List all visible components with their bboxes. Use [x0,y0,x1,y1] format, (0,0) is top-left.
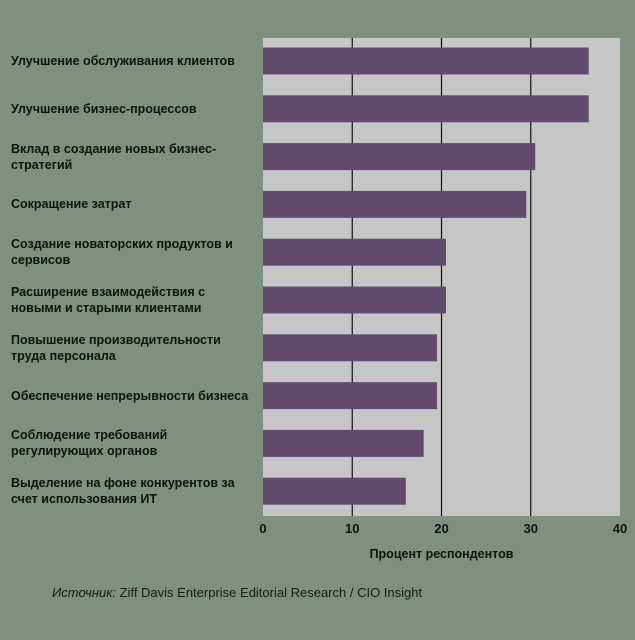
category-label-6: Расширение взаимодействия с новыми и ста… [11,285,206,315]
source-text: Ziff Davis Enterprise Editorial Research… [116,585,423,600]
x-axis-label: Процент респондентов [369,547,514,561]
source-note: Источник: Ziff Davis Enterprise Editoria… [52,585,422,600]
bar-2 [263,95,589,123]
x-tick-label-10: 10 [345,521,360,536]
category-label-2: Улучшение бизнес-процессов [11,101,197,116]
x-tick-label-20: 20 [434,521,449,536]
category-label-3: Вклад в создание новых бизнес-стратегий [11,141,217,172]
category-label-10: Выделение на фоне конкурентов за счет ис… [11,476,235,507]
category-label-4: Сокращение затрат [11,197,132,212]
category-label-9: Соблюдение требований регулирующих орган… [11,428,168,459]
bar-5 [263,238,446,266]
category-label-8: Обеспечение непрерывности бизнеса [11,388,249,403]
bar-8 [263,382,438,410]
bar-9 [263,429,424,457]
bar-4 [263,190,527,218]
category-label-1: Улучшение обслуживания клиентов [11,54,235,68]
x-tick-label-0: 0 [259,521,267,536]
bar-7 [263,334,438,362]
bar-1 [263,47,589,75]
bars [263,47,589,505]
source-prefix: Источник: [52,585,116,600]
category-label-5: Создание новаторских продуктов и сервисо… [11,237,233,268]
x-tick-label-30: 30 [523,521,538,536]
bar-3 [263,143,536,171]
x-tick-label-40: 40 [612,521,628,536]
category-label-7: Повышение производительности труда персо… [11,332,221,363]
bar-10 [263,477,406,505]
bar-6 [263,286,446,314]
